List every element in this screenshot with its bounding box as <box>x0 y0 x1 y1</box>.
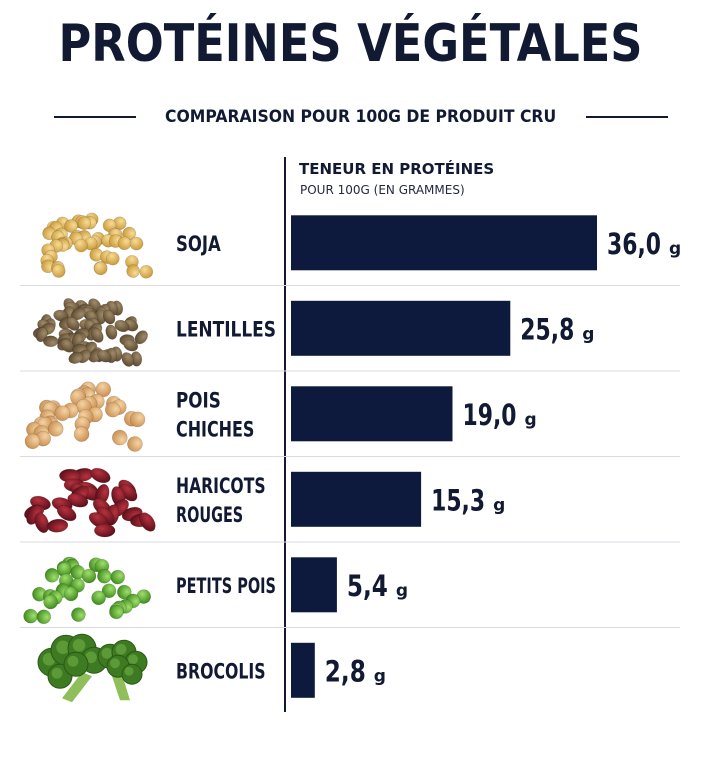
category-label: PETITS POIS <box>176 574 276 598</box>
peas-icon <box>23 556 151 625</box>
kidney-beans-icon <box>24 467 156 538</box>
subtitle-rule-left <box>54 116 137 118</box>
category-label: POIS CHICHES <box>176 388 254 441</box>
lentils-icon <box>32 298 148 367</box>
chart-subtitle: COMPARAISON POUR 100G DE PRODUIT CRU <box>165 107 557 127</box>
bar <box>291 642 315 698</box>
category-label: LENTILLES <box>176 317 276 341</box>
subtitle-rule-right <box>585 116 669 118</box>
category-label: BROCOLIS <box>176 659 266 683</box>
bar <box>291 215 597 271</box>
chickpeas-icon <box>24 381 146 452</box>
measure-subtitle: POUR 100G (EN GRAMMES) <box>300 183 465 197</box>
bar <box>291 557 337 613</box>
bar <box>291 300 511 356</box>
bar <box>291 386 453 442</box>
value-label: 15,3 g <box>431 483 505 517</box>
soybeans-icon <box>40 212 154 279</box>
value-label: 36,0 g <box>607 227 681 261</box>
value-label: 19,0 g <box>463 398 537 432</box>
value-axis-line <box>284 157 286 712</box>
category-label: SOJA <box>176 232 221 256</box>
category-label: HARICOTS ROUGES <box>176 474 266 527</box>
subtitle-row: COMPARAISON POUR 100G DE PRODUIT CRU <box>54 104 669 130</box>
value-label: 5,4 g <box>347 569 408 603</box>
value-label: 25,8 g <box>520 312 594 346</box>
broccoli-icon <box>37 633 148 703</box>
measure-title: TENEUR EN PROTÉINES <box>299 160 495 178</box>
bar <box>291 471 422 527</box>
value-label: 2,8 g <box>325 654 386 688</box>
chart-title: PROTÉINES VÉGÉTALES <box>58 14 643 74</box>
